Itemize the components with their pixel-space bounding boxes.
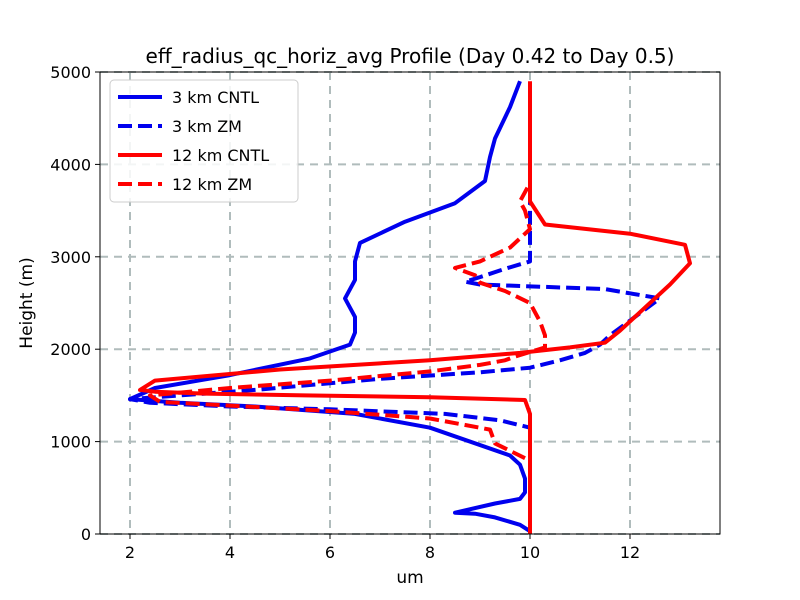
series-line-2 <box>138 81 692 534</box>
legend-label: 3 km CNTL <box>172 88 259 107</box>
y-tick-label: 4000 <box>50 155 91 174</box>
series-line-3 <box>148 173 547 460</box>
chart-title: eff_radius_qc_horiz_avg Profile (Day 0.4… <box>146 44 675 68</box>
y-axis-ticks: 0 1000 2000 3000 4000 5000 <box>50 63 100 544</box>
y-tick-label: 3000 <box>50 248 91 267</box>
x-tick-label: 10 <box>520 543 540 562</box>
series-line-0 <box>128 80 532 533</box>
legend-label: 3 km ZM <box>172 117 242 136</box>
x-tick-label: 12 <box>620 543 640 562</box>
y-tick-label: 5000 <box>50 63 91 82</box>
y-axis-label: Height (m) <box>17 257 37 348</box>
legend: 3 km CNTL 3 km ZM 12 km CNTL 12 km ZM <box>109 79 299 203</box>
series-lines <box>128 80 692 534</box>
x-tick-label: 8 <box>425 543 435 562</box>
x-axis-label: um <box>396 568 423 588</box>
legend-label: 12 km CNTL <box>172 146 269 165</box>
x-axis-ticks: 2 4 6 8 10 12 <box>125 534 640 562</box>
x-tick-label: 2 <box>125 543 135 562</box>
legend-label: 12 km ZM <box>172 175 252 194</box>
x-tick-label: 6 <box>325 543 335 562</box>
x-tick-label: 4 <box>225 543 235 562</box>
y-tick-label: 2000 <box>50 340 91 359</box>
y-tick-label: 0 <box>81 525 91 544</box>
y-tick-label: 1000 <box>50 433 91 452</box>
plot-frame <box>99 71 721 535</box>
series-line-1 <box>128 118 662 534</box>
legend-box <box>109 79 299 203</box>
